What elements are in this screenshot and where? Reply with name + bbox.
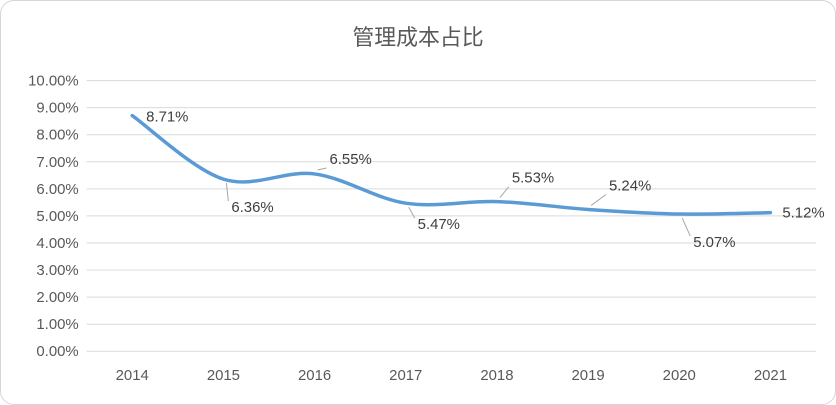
x-axis-label: 2021 bbox=[754, 367, 787, 384]
y-axis-label: 6.00% bbox=[36, 181, 78, 198]
y-axis-label: 5.00% bbox=[36, 208, 78, 225]
y-axis-label: 7.00% bbox=[36, 154, 78, 171]
data-label: 5.24% bbox=[609, 178, 651, 195]
label-leader-line bbox=[317, 167, 327, 171]
y-axis-label: 8.00% bbox=[36, 127, 78, 144]
chart-title: 管理成本占比 bbox=[352, 25, 483, 50]
data-label: 5.53% bbox=[512, 170, 554, 187]
y-axis-label: 4.00% bbox=[36, 235, 78, 252]
data-label: 5.07% bbox=[693, 234, 735, 251]
data-label: 5.47% bbox=[418, 216, 460, 233]
data-label: 6.36% bbox=[231, 199, 273, 216]
x-axis-label: 2017 bbox=[389, 367, 422, 384]
x-axis-label: 2014 bbox=[116, 367, 149, 384]
x-axis-label: 2020 bbox=[663, 367, 696, 384]
label-leader-line bbox=[499, 186, 510, 198]
y-axis-label: 1.00% bbox=[36, 316, 78, 333]
data-label: 5.12% bbox=[782, 205, 824, 222]
label-leader-line bbox=[681, 217, 691, 237]
y-axis-label: 2.00% bbox=[36, 289, 78, 306]
label-leader-line bbox=[590, 194, 607, 206]
label-leader-line bbox=[225, 183, 229, 202]
series-line bbox=[130, 113, 773, 216]
y-axis-label: 9.00% bbox=[36, 100, 78, 117]
y-axis-label: 10.00% bbox=[28, 73, 79, 90]
y-axis-label: 0.00% bbox=[36, 343, 78, 360]
data-label: 8.71% bbox=[146, 108, 188, 125]
x-axis-label: 2015 bbox=[207, 367, 240, 384]
y-axis-label: 3.00% bbox=[36, 262, 78, 279]
x-axis-label: 2016 bbox=[298, 367, 331, 384]
x-axis-label: 2019 bbox=[572, 367, 605, 384]
x-axis-label: 2018 bbox=[480, 367, 513, 384]
label-leader-line bbox=[408, 206, 416, 219]
data-label: 6.55% bbox=[330, 151, 372, 168]
